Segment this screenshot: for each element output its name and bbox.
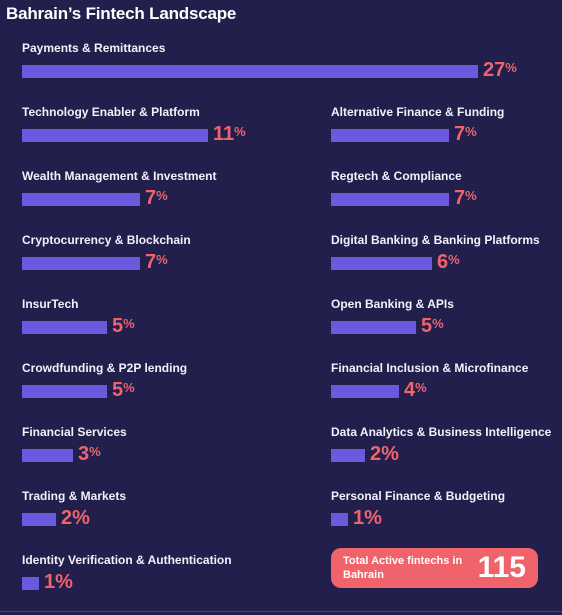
value-label-financial-inclusion-and-microfinance: 4% — [404, 379, 427, 401]
value-label-trading-and-markets: 2% — [61, 507, 90, 529]
category-label-data-analytics-and-business-intelligence: Data Analytics & Business Intelligence — [331, 425, 552, 439]
bar-personal-finance-and-budgeting — [331, 513, 348, 526]
value-label-crowdfunding-and-p2p-lending: 5% — [112, 379, 135, 401]
value-label-payments-and-remittances: 27% — [483, 59, 517, 81]
category-label-technology-enabler-and-platform: Technology Enabler & Platform — [22, 105, 200, 119]
bar-open-banking-and-apis — [331, 321, 416, 334]
bar-trading-and-markets — [22, 513, 56, 526]
category-label-financial-inclusion-and-microfinance: Financial Inclusion & Microfinance — [331, 361, 529, 375]
bar-financial-inclusion-and-microfinance — [331, 385, 399, 398]
value-label-wealth-management-and-investment: 7% — [145, 187, 168, 209]
bar-technology-enabler-and-platform — [22, 129, 208, 142]
bar-financial-services — [22, 449, 73, 462]
value-label-data-analytics-and-business-intelligence: 2% — [370, 443, 399, 465]
total-fintechs-value: 115 — [477, 551, 526, 584]
total-fintechs-badge: Total Active fintechs in Bahrain 115 — [331, 548, 538, 588]
total-fintechs-label: Total Active fintechs in Bahrain — [343, 555, 463, 581]
bar-wealth-management-and-investment — [22, 193, 140, 206]
bar-payments-and-remittances — [22, 65, 478, 78]
value-label-financial-services: 3% — [78, 443, 101, 465]
category-label-alternative-finance-and-funding: Alternative Finance & Funding — [331, 105, 505, 119]
value-label-technology-enabler-and-platform: 11% — [213, 123, 246, 145]
bar-regtech-and-compliance — [331, 193, 449, 206]
value-label-digital-banking-and-banking-platforms: 6% — [437, 251, 460, 273]
category-label-trading-and-markets: Trading & Markets — [22, 489, 127, 503]
value-label-open-banking-and-apis: 5% — [421, 315, 444, 337]
bottom-divider — [0, 611, 562, 612]
bar-digital-banking-and-banking-platforms — [331, 257, 432, 270]
category-label-digital-banking-and-banking-platforms: Digital Banking & Banking Platforms — [331, 233, 540, 247]
category-label-insurtech: InsurTech — [22, 297, 79, 311]
bar-crowdfunding-and-p2p-lending — [22, 385, 107, 398]
bar-cryptocurrency-and-blockchain — [22, 257, 140, 270]
category-label-regtech-and-compliance: Regtech & Compliance — [331, 169, 462, 183]
category-label-personal-finance-and-budgeting: Personal Finance & Budgeting — [331, 489, 506, 503]
category-label-payments-and-remittances: Payments & Remittances — [22, 41, 166, 55]
value-label-regtech-and-compliance: 7% — [454, 187, 477, 209]
value-label-identity-verification-and-authentication: 1% — [44, 571, 73, 593]
category-label-crowdfunding-and-p2p-lending: Crowdfunding & P2P lending — [22, 361, 188, 375]
value-label-alternative-finance-and-funding: 7% — [454, 123, 477, 145]
category-label-wealth-management-and-investment: Wealth Management & Investment — [22, 169, 217, 183]
bar-data-analytics-and-business-intelligence — [331, 449, 365, 462]
category-label-open-banking-and-apis: Open Banking & APIs — [331, 297, 454, 311]
category-label-financial-services: Financial Services — [22, 425, 127, 439]
value-label-cryptocurrency-and-blockchain: 7% — [145, 251, 168, 273]
category-label-cryptocurrency-and-blockchain: Cryptocurrency & Blockchain — [22, 233, 191, 247]
category-label-identity-verification-and-authentication: Identity Verification & Authentication — [22, 553, 232, 567]
value-label-insurtech: 5% — [112, 315, 135, 337]
value-label-personal-finance-and-budgeting: 1% — [353, 507, 382, 529]
bar-identity-verification-and-authentication — [22, 577, 39, 590]
chart-title: Bahrain’s Fintech Landscape — [6, 4, 237, 23]
bar-alternative-finance-and-funding — [331, 129, 449, 142]
bar-insurtech — [22, 321, 107, 334]
